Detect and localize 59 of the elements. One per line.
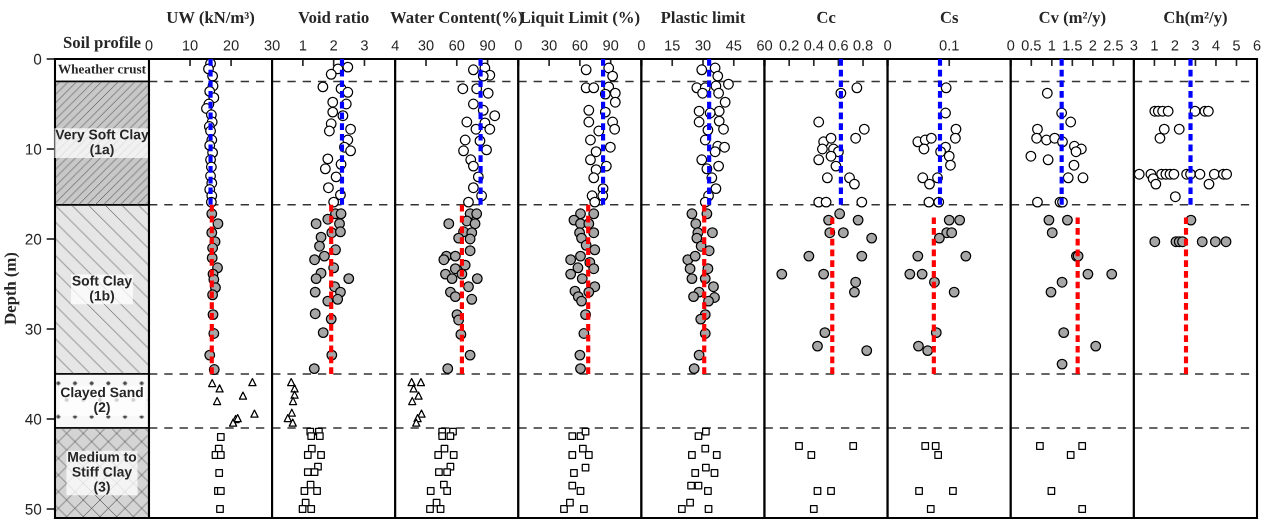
x-tick-label: 1 (1048, 40, 1056, 51)
y-tick-label: 0 (33, 53, 42, 65)
x-tick-label: 3 (1191, 40, 1199, 51)
chart-title: Plastic limit (660, 11, 746, 24)
x-tick-label: 30 (418, 40, 434, 51)
x-tick-label: 0.1 (939, 40, 959, 51)
x-tick-label: 1 (1151, 40, 1158, 51)
x-tick-label: 30 (264, 40, 280, 51)
chart-title: Soil profile (63, 36, 141, 52)
x-tick-label: 6 (1253, 40, 1261, 51)
x-tick-label: 0.4 (804, 40, 824, 51)
x-tick-label: 0.5 (1021, 40, 1041, 51)
x-tick-label: 60 (449, 40, 465, 51)
x-tick-label: 45 (726, 40, 742, 51)
x-tick-label: 0 (145, 40, 153, 51)
x-tick-label: 0 (637, 40, 645, 51)
x-tick-label: 30 (541, 40, 557, 51)
x-tick-label: 4 (391, 40, 399, 51)
x-tick-label: 2.5 (1103, 40, 1123, 51)
x-tick-label: 3 (1130, 40, 1138, 51)
chart-title: UW (kN/m³) (166, 11, 255, 27)
x-tick-label: 2 (330, 40, 337, 51)
x-tick-label: 1.5 (1063, 40, 1082, 51)
x-tick-label: 0 (884, 40, 892, 51)
y-tick-label: 10 (25, 143, 42, 155)
series-label: Medium to Stiff Clay (3) (68, 451, 137, 495)
chart-title: Void ratio (298, 11, 369, 24)
series-label: Wheather crust (58, 64, 146, 74)
x-tick-label: 1 (299, 40, 307, 51)
x-tick-label: 60 (572, 40, 588, 51)
x-tick-label: 15 (665, 40, 680, 51)
x-tick-label: 2 (1171, 40, 1179, 51)
x-tick-label: 90 (480, 40, 496, 51)
x-tick-label: 4 (1212, 40, 1220, 51)
y-tick-label: 30 (25, 323, 42, 335)
x-tick-label: 0.2 (779, 40, 799, 51)
chart-title: Cv (m²/y) (1039, 11, 1106, 27)
x-tick-label: 3 (360, 40, 368, 51)
x-tick-label: 0.6 (828, 40, 848, 51)
x-tick-label: 10 (183, 40, 198, 51)
x-tick-label: 30 (695, 40, 711, 51)
chart-title: Cc (817, 11, 836, 24)
x-tick-label: 0.8 (853, 40, 873, 51)
chart-title: Ch(m²/y) (1164, 11, 1227, 27)
y-tick-label: 40 (25, 413, 42, 425)
y-tick-label: 20 (25, 233, 42, 245)
x-tick-label: 20 (223, 40, 239, 51)
x-tick-label: 2 (1089, 40, 1097, 51)
series-label: Clayed Sand (2) (60, 387, 143, 415)
x-tick-label: 5 (1233, 40, 1240, 51)
x-tick-label: 60 (757, 40, 773, 51)
x-tick-label: 0 (514, 40, 522, 51)
x-tick-label: 90 (603, 40, 619, 51)
y-axis-title: Depth (m) (4, 252, 20, 325)
y-tick-label: 50 (25, 503, 42, 515)
x-tick-label: 0 (1007, 40, 1015, 51)
series-label: Very Soft Clay (1a) (55, 129, 149, 158)
series-label: Soft Clay (1b) (72, 275, 133, 304)
chart-title: Cs (940, 11, 959, 24)
